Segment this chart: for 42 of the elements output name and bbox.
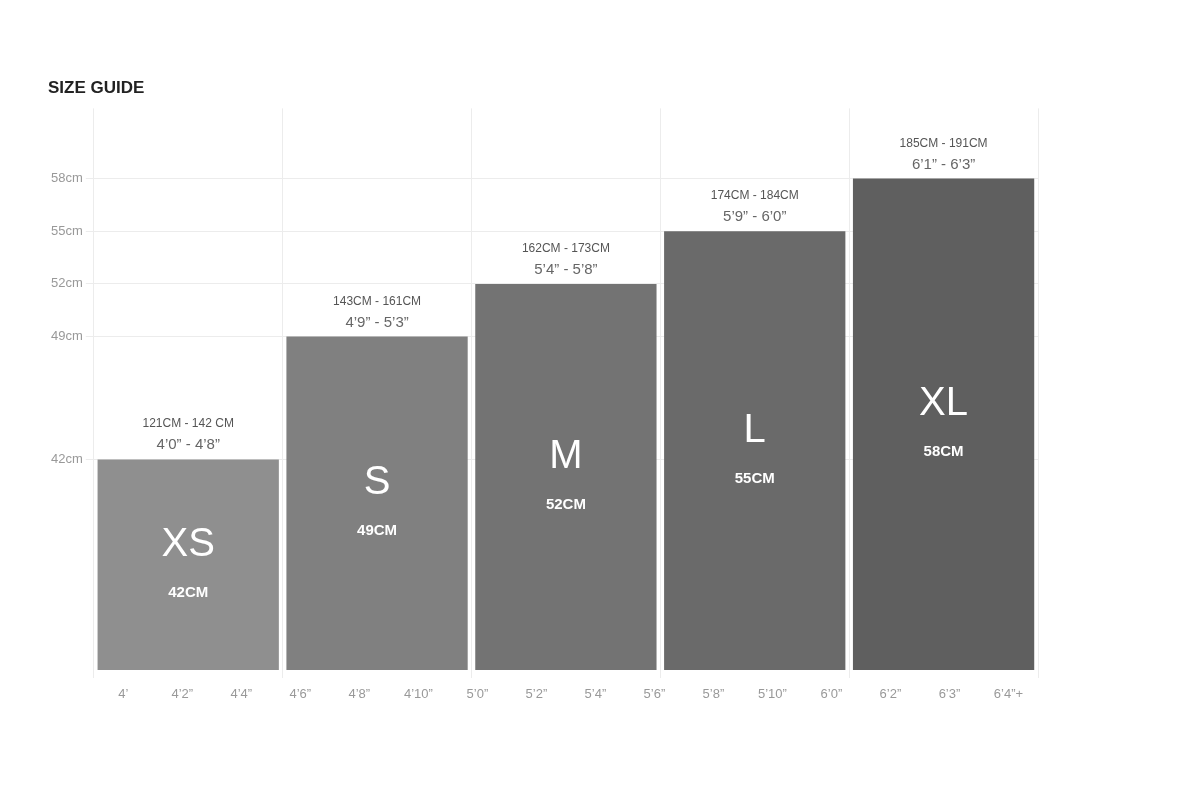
x-tick-label: XS — [161, 519, 215, 564]
text: 6’2” — [879, 686, 902, 701]
annotation: 4’9” - 5’3” — [345, 312, 409, 330]
text: 6’4”+ — [993, 686, 1024, 701]
text: 4’10” — [403, 686, 433, 701]
text: 5’4” — [584, 686, 607, 701]
y-tick-label: 42cm — [50, 450, 83, 466]
text: 4’2” — [171, 686, 194, 701]
x-tick-label: S — [363, 458, 391, 503]
text: 5’8” — [702, 686, 725, 701]
text: 4’4” — [230, 686, 253, 701]
annotation: 185CM - 191CM — [899, 135, 988, 150]
y-tick-label: 52cm — [50, 275, 83, 291]
chart-title: SIZE GUIDE — [48, 77, 145, 97]
y-tick-label: 55cm — [50, 222, 83, 238]
text: 5’2” — [525, 686, 548, 701]
annotation: 4’0” - 4’8” — [156, 435, 220, 453]
annotation: 121CM - 142 CM — [142, 416, 234, 431]
annotation: 162CM - 173CM — [521, 240, 610, 255]
x-tick-label: L — [743, 405, 766, 450]
data-label: 58CM — [923, 442, 964, 460]
text: 6’3” — [938, 686, 961, 701]
x-tick-label: M — [549, 431, 583, 476]
annotation: 143CM - 161CM — [333, 293, 422, 308]
x-tick-label: XL — [919, 379, 969, 424]
y-tick-label: 49cm — [50, 328, 83, 344]
annotation: 5’9” - 6’0” — [723, 207, 787, 225]
annotation: 6’1” - 6’3” — [911, 154, 976, 172]
text: 4’6” — [289, 686, 312, 701]
text: 5’6” — [643, 686, 666, 701]
data-label: 52CM — [545, 495, 586, 513]
annotation: 174CM - 184CM — [710, 188, 799, 203]
annotation: 5’4” - 5’8” — [534, 259, 598, 277]
text: 5’0” — [466, 686, 489, 701]
data-label: 55CM — [734, 468, 775, 486]
text: 6’0” — [820, 686, 843, 701]
data-label: 42CM — [168, 582, 209, 600]
y-tick-label: 58cm — [50, 170, 83, 186]
data-label: 49CM — [357, 521, 398, 539]
text: 4’ — [118, 686, 129, 701]
text: 4’8” — [348, 686, 371, 701]
text: 5’10” — [757, 686, 787, 701]
